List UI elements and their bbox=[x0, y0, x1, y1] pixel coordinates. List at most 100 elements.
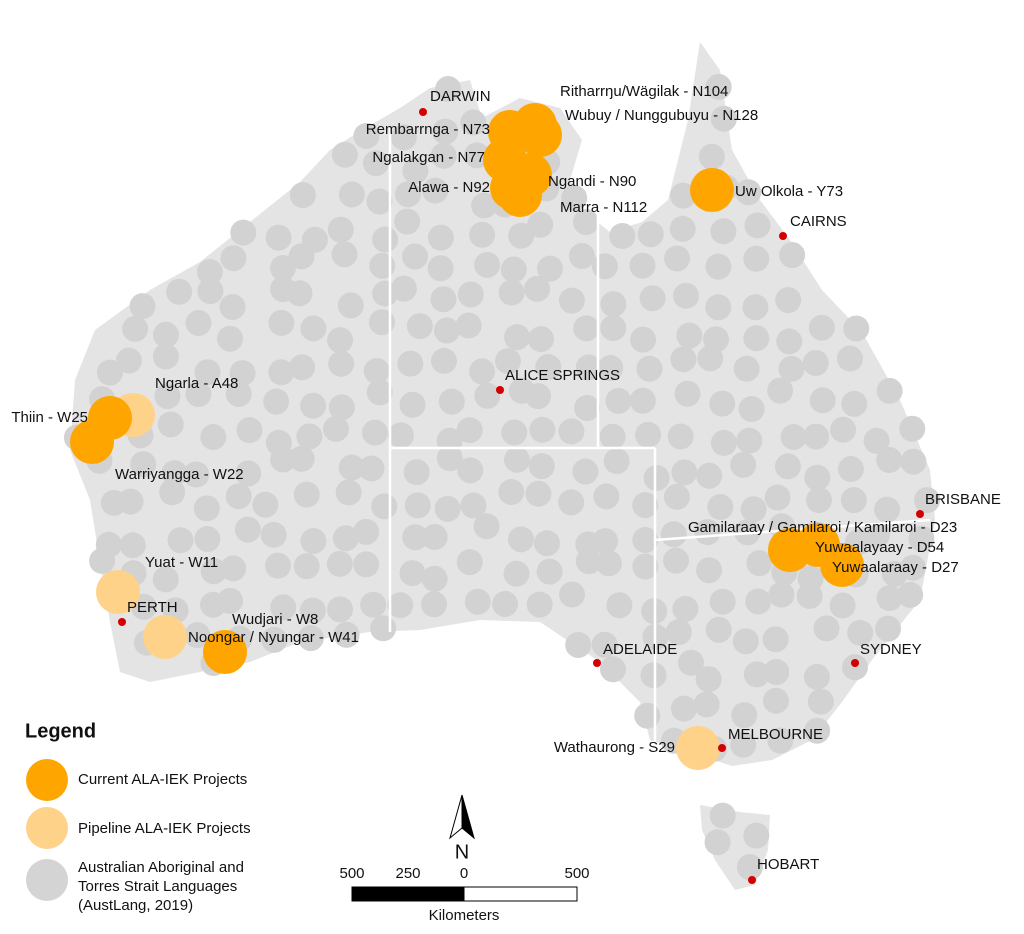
language-dot bbox=[536, 558, 563, 585]
language-dot bbox=[603, 448, 630, 475]
city-label: ALICE SPRINGS bbox=[505, 367, 620, 384]
language-dot bbox=[360, 591, 387, 618]
language-dot bbox=[252, 491, 279, 518]
language-dot bbox=[705, 73, 732, 100]
scale-tick-label: 0 bbox=[460, 865, 468, 882]
language-dot bbox=[899, 415, 926, 442]
legend-item: Current ALA-IEK Projects bbox=[78, 771, 247, 788]
language-dot bbox=[738, 396, 765, 423]
language-dot bbox=[370, 615, 397, 642]
language-dot bbox=[230, 219, 257, 246]
language-dot bbox=[196, 258, 223, 285]
north-label: N bbox=[455, 841, 469, 863]
language-dot bbox=[637, 221, 664, 248]
current-project bbox=[203, 630, 247, 674]
city-dot bbox=[748, 876, 756, 884]
scale-tick-label: 500 bbox=[564, 865, 589, 882]
project-label: Rembarrnga - N73 bbox=[366, 121, 490, 138]
language-dot bbox=[636, 355, 663, 382]
language-dot bbox=[492, 590, 519, 617]
language-dot bbox=[876, 585, 903, 612]
language-dot bbox=[219, 293, 246, 320]
project-label: Gamilaraay / Gamilaroi / Kamilaroi - D23 bbox=[688, 519, 957, 536]
language-dot bbox=[635, 421, 662, 448]
language-dot bbox=[775, 287, 802, 314]
city-label: MELBOURNE bbox=[728, 726, 823, 743]
city-dot bbox=[118, 618, 126, 626]
language-dot bbox=[217, 325, 244, 352]
language-dot bbox=[670, 346, 697, 373]
language-dot bbox=[803, 423, 830, 450]
city-label: HOBART bbox=[757, 856, 819, 873]
language-dot bbox=[697, 345, 724, 372]
language-dot bbox=[632, 553, 659, 580]
project-label: Wubuy / Nunggubuyu - N128 bbox=[565, 107, 758, 124]
project-label: Yuat - W11 bbox=[145, 554, 218, 571]
language-dot bbox=[698, 143, 725, 170]
language-dot bbox=[764, 484, 791, 511]
language-dot bbox=[397, 350, 424, 377]
language-dot bbox=[469, 221, 496, 248]
language-dot bbox=[236, 417, 263, 444]
language-dot bbox=[558, 489, 585, 516]
language-dot bbox=[774, 453, 801, 480]
language-dot bbox=[744, 212, 771, 239]
language-dot bbox=[268, 309, 295, 336]
city-dot bbox=[851, 659, 859, 667]
language-dot bbox=[300, 315, 327, 342]
language-dot bbox=[529, 416, 556, 443]
language-dot bbox=[327, 327, 354, 354]
city-dot bbox=[718, 744, 726, 752]
language-dot bbox=[864, 521, 891, 548]
language-dot bbox=[422, 177, 449, 204]
city-dot bbox=[593, 659, 601, 667]
language-dot bbox=[558, 418, 585, 445]
language-dot bbox=[736, 854, 763, 881]
language-dot bbox=[600, 314, 627, 341]
language-dot bbox=[159, 479, 186, 506]
language-dot bbox=[678, 649, 705, 676]
north-arrow bbox=[449, 794, 475, 840]
language-dot bbox=[300, 392, 327, 419]
project-label: Thiin - W25 bbox=[11, 409, 88, 426]
scale-tick-label: 500 bbox=[339, 865, 364, 882]
language-dot bbox=[197, 278, 224, 305]
language-dot bbox=[501, 419, 528, 446]
language-dot bbox=[399, 391, 426, 418]
language-dot bbox=[152, 343, 179, 370]
language-dot bbox=[300, 527, 327, 554]
language-dot bbox=[394, 181, 421, 208]
language-dot bbox=[368, 309, 395, 336]
language-dot bbox=[676, 322, 703, 349]
language-dot bbox=[776, 328, 803, 355]
language-dot bbox=[430, 142, 457, 169]
pipeline-project bbox=[143, 615, 187, 659]
project-label: Yuwaalaraay - D27 bbox=[832, 559, 959, 576]
language-dot bbox=[456, 549, 483, 576]
language-dot bbox=[847, 619, 874, 646]
language-dot bbox=[464, 588, 491, 615]
project-label: Wathaurong - S29 bbox=[554, 739, 675, 756]
current-project bbox=[690, 168, 734, 212]
language-dot bbox=[399, 560, 426, 587]
language-dot bbox=[591, 253, 618, 280]
language-dot bbox=[599, 423, 626, 450]
language-dot bbox=[504, 324, 531, 351]
language-dot bbox=[705, 253, 732, 280]
language-dot bbox=[574, 394, 601, 421]
language-dot bbox=[709, 802, 736, 829]
language-dot bbox=[763, 659, 790, 686]
language-dot bbox=[390, 275, 417, 302]
legend-title: Legend bbox=[25, 720, 96, 742]
language-dot bbox=[421, 565, 448, 592]
language-dot bbox=[183, 461, 210, 488]
language-dot bbox=[200, 424, 227, 451]
language-dot bbox=[455, 312, 482, 339]
city-label: CAIRNS bbox=[790, 213, 847, 230]
language-dot bbox=[430, 286, 457, 313]
language-dot bbox=[908, 525, 935, 552]
language-dot bbox=[372, 226, 399, 253]
city-label: PERTH bbox=[127, 599, 178, 616]
language-dot bbox=[508, 526, 535, 553]
language-dot bbox=[897, 581, 924, 608]
